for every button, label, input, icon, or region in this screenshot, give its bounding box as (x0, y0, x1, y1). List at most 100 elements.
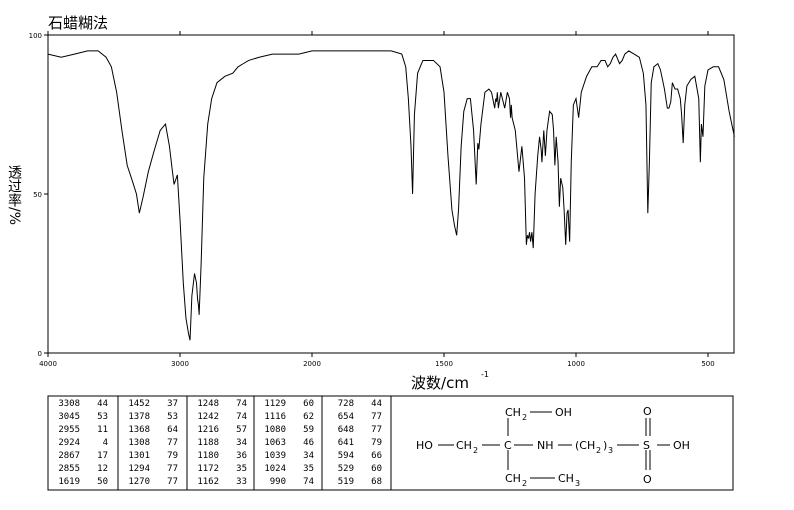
peak-transmittance: 77 (167, 438, 178, 448)
x-tick-label: 3000 (171, 360, 189, 368)
atom: CH (505, 472, 521, 485)
peak-wavenumber: 1270 (128, 477, 150, 487)
peak-wavenumber: 1162 (197, 477, 219, 487)
peak-wavenumber: 3308 (58, 399, 80, 409)
peak-transmittance: 35 (303, 464, 314, 474)
peak-transmittance: 35 (236, 464, 247, 474)
peak-transmittance: 59 (303, 425, 314, 435)
peak-wavenumber: 1242 (197, 412, 219, 422)
y-tick-label: 50 (33, 191, 42, 199)
atom: 3 (608, 446, 613, 455)
peak-transmittance: 50 (97, 477, 108, 487)
atom: HO (416, 439, 433, 452)
peak-transmittance: 4 (103, 438, 108, 448)
y-tick-label: 100 (29, 32, 42, 40)
peak-wavenumber: 2867 (58, 451, 80, 461)
peak-transmittance: 12 (97, 464, 108, 474)
peak-wavenumber: 1294 (128, 464, 150, 474)
x-tick-label: 2000 (303, 360, 321, 368)
atom: 2 (522, 413, 527, 422)
peak-wavenumber: 519 (338, 477, 354, 487)
atom: 2 (473, 446, 478, 455)
atom: 2 (522, 479, 527, 488)
peak-transmittance: 60 (303, 399, 314, 409)
peak-wavenumber: 1188 (197, 438, 219, 448)
peak-transmittance: 57 (236, 425, 247, 435)
peak-wavenumber: 990 (270, 477, 286, 487)
atom: NH (537, 439, 554, 452)
peak-transmittance: 79 (371, 438, 382, 448)
atom: S (643, 439, 650, 452)
peak-transmittance: 17 (97, 451, 108, 461)
peak-transmittance: 77 (371, 412, 382, 422)
spectrum-line (47, 50, 735, 341)
atom: OH (555, 406, 572, 419)
peak-wavenumber: 1619 (58, 477, 80, 487)
peak-transmittance: 79 (167, 451, 178, 461)
peak-transmittance: 44 (371, 399, 382, 409)
atom: OH (673, 439, 690, 452)
peak-transmittance: 74 (236, 399, 247, 409)
peak-transmittance: 62 (303, 412, 314, 422)
x-tick-label: 1500 (435, 360, 453, 368)
peak-wavenumber: 648 (338, 425, 354, 435)
peak-wavenumber: 1116 (264, 412, 286, 422)
peak-transmittance: 64 (167, 425, 178, 435)
peak-wavenumber: 728 (338, 399, 354, 409)
y-axis-label: 透过率/% (6, 165, 22, 225)
peak-wavenumber: 1039 (264, 451, 286, 461)
y-tick-label: 0 (38, 350, 42, 358)
atom: CH (456, 439, 472, 452)
x-tick-label: 1000 (567, 360, 585, 368)
x-axis-label: 波数/cm (411, 374, 469, 392)
peak-wavenumber: 3045 (58, 412, 80, 422)
peak-wavenumber: 2955 (58, 425, 80, 435)
plot-frame (47, 34, 735, 354)
peak-wavenumber: 594 (338, 451, 354, 461)
peak-transmittance: 77 (167, 464, 178, 474)
atom: CH (505, 406, 521, 419)
peak-wavenumber: 1180 (197, 451, 219, 461)
peak-transmittance: 36 (236, 451, 247, 461)
atom: ) (603, 439, 607, 452)
atom: O (643, 473, 652, 486)
atom: O (643, 405, 652, 418)
peak-wavenumber: 641 (338, 438, 354, 448)
peak-wavenumber: 1216 (197, 425, 219, 435)
peak-transmittance: 11 (97, 425, 108, 435)
table-dividers (117, 396, 392, 490)
peak-transmittance: 53 (167, 412, 178, 422)
peak-wavenumber: 1368 (128, 425, 150, 435)
peak-wavenumber: 654 (338, 412, 354, 422)
atom: 2 (596, 446, 601, 455)
peak-wavenumber: 2855 (58, 464, 80, 474)
peak-wavenumber: 1308 (128, 438, 150, 448)
peak-transmittance: 34 (236, 438, 247, 448)
peak-transmittance: 74 (303, 477, 314, 487)
peak-wavenumber: 1301 (128, 451, 150, 461)
atom: 3 (575, 479, 580, 488)
peak-transmittance: 74 (236, 412, 247, 422)
peak-wavenumber: 1378 (128, 412, 150, 422)
peak-transmittance: 33 (236, 477, 247, 487)
x-tick-label: 4000 (39, 360, 57, 368)
atom: C (504, 439, 512, 452)
peak-wavenumber: 1024 (264, 464, 286, 474)
peak-transmittance: 44 (97, 399, 108, 409)
peak-transmittance: 60 (371, 464, 382, 474)
atom: CH (558, 472, 574, 485)
peak-wavenumber: 1063 (264, 438, 286, 448)
peak-wavenumber: 2924 (58, 438, 80, 448)
peak-wavenumber: 529 (338, 464, 354, 474)
peak-wavenumber: 1080 (264, 425, 286, 435)
chart-title: 石蜡糊法 (48, 14, 108, 32)
peak-wavenumber: 1129 (264, 399, 286, 409)
x-axis-label-sup: -1 (481, 370, 489, 379)
bonds (438, 411, 670, 479)
peak-transmittance: 68 (371, 477, 382, 487)
peak-transmittance: 77 (371, 425, 382, 435)
peak-wavenumber: 1172 (197, 464, 219, 474)
peak-transmittance: 66 (371, 451, 382, 461)
structure: CH 2 OH HO CH 2 C NH (CH 2 ) 3 S O O OH … (416, 405, 690, 488)
